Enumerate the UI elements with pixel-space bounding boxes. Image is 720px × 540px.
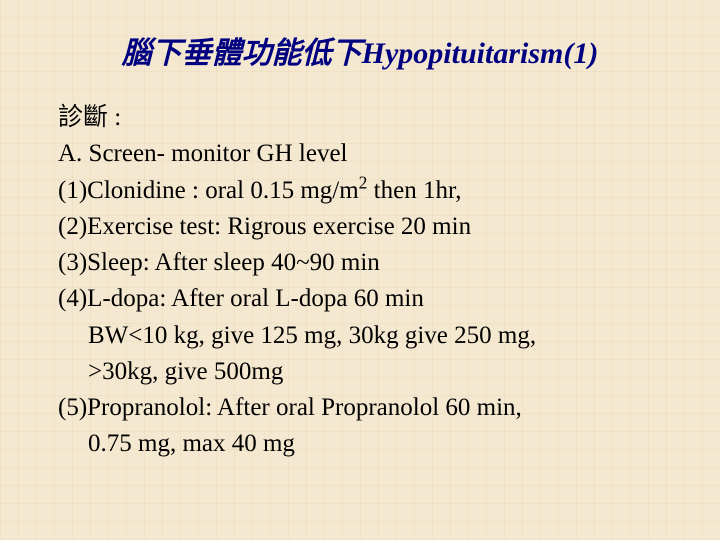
slide-title: 腦下垂體功能低下Hypopituitarism(1)	[58, 28, 662, 72]
body-line-3: (2)Exercise test: Rigrous exercise 20 mi…	[58, 209, 662, 245]
body-line-6: BW<10 kg, give 125 mg, 30kg give 250 mg,	[58, 318, 662, 354]
body-line-7: >30kg, give 500mg	[58, 354, 662, 390]
slide: 腦下垂體功能低下Hypopituitarism(1) 診斷 : A. Scree…	[0, 0, 720, 540]
body-line-0: 診斷 :	[58, 100, 662, 136]
body-line-5: (4)L-dopa: After oral L-dopa 60 min	[58, 281, 662, 317]
body-line-4: (3)Sleep: After sleep 40~90 min	[58, 245, 662, 281]
line-2-pre: (1)Clonidine : oral 0.15 mg/m	[58, 177, 359, 204]
slide-body: 診斷 : A. Screen- monitor GH level (1)Clon…	[58, 100, 662, 463]
body-line-9: 0.75 mg, max 40 mg	[58, 426, 662, 462]
body-line-2: (1)Clonidine : oral 0.15 mg/m2 then 1hr,	[58, 173, 662, 209]
line-2-post: then 1hr,	[367, 177, 461, 204]
body-line-1: A. Screen- monitor GH level	[58, 136, 662, 172]
body-line-8: (5)Propranolol: After oral Propranolol 6…	[58, 390, 662, 426]
